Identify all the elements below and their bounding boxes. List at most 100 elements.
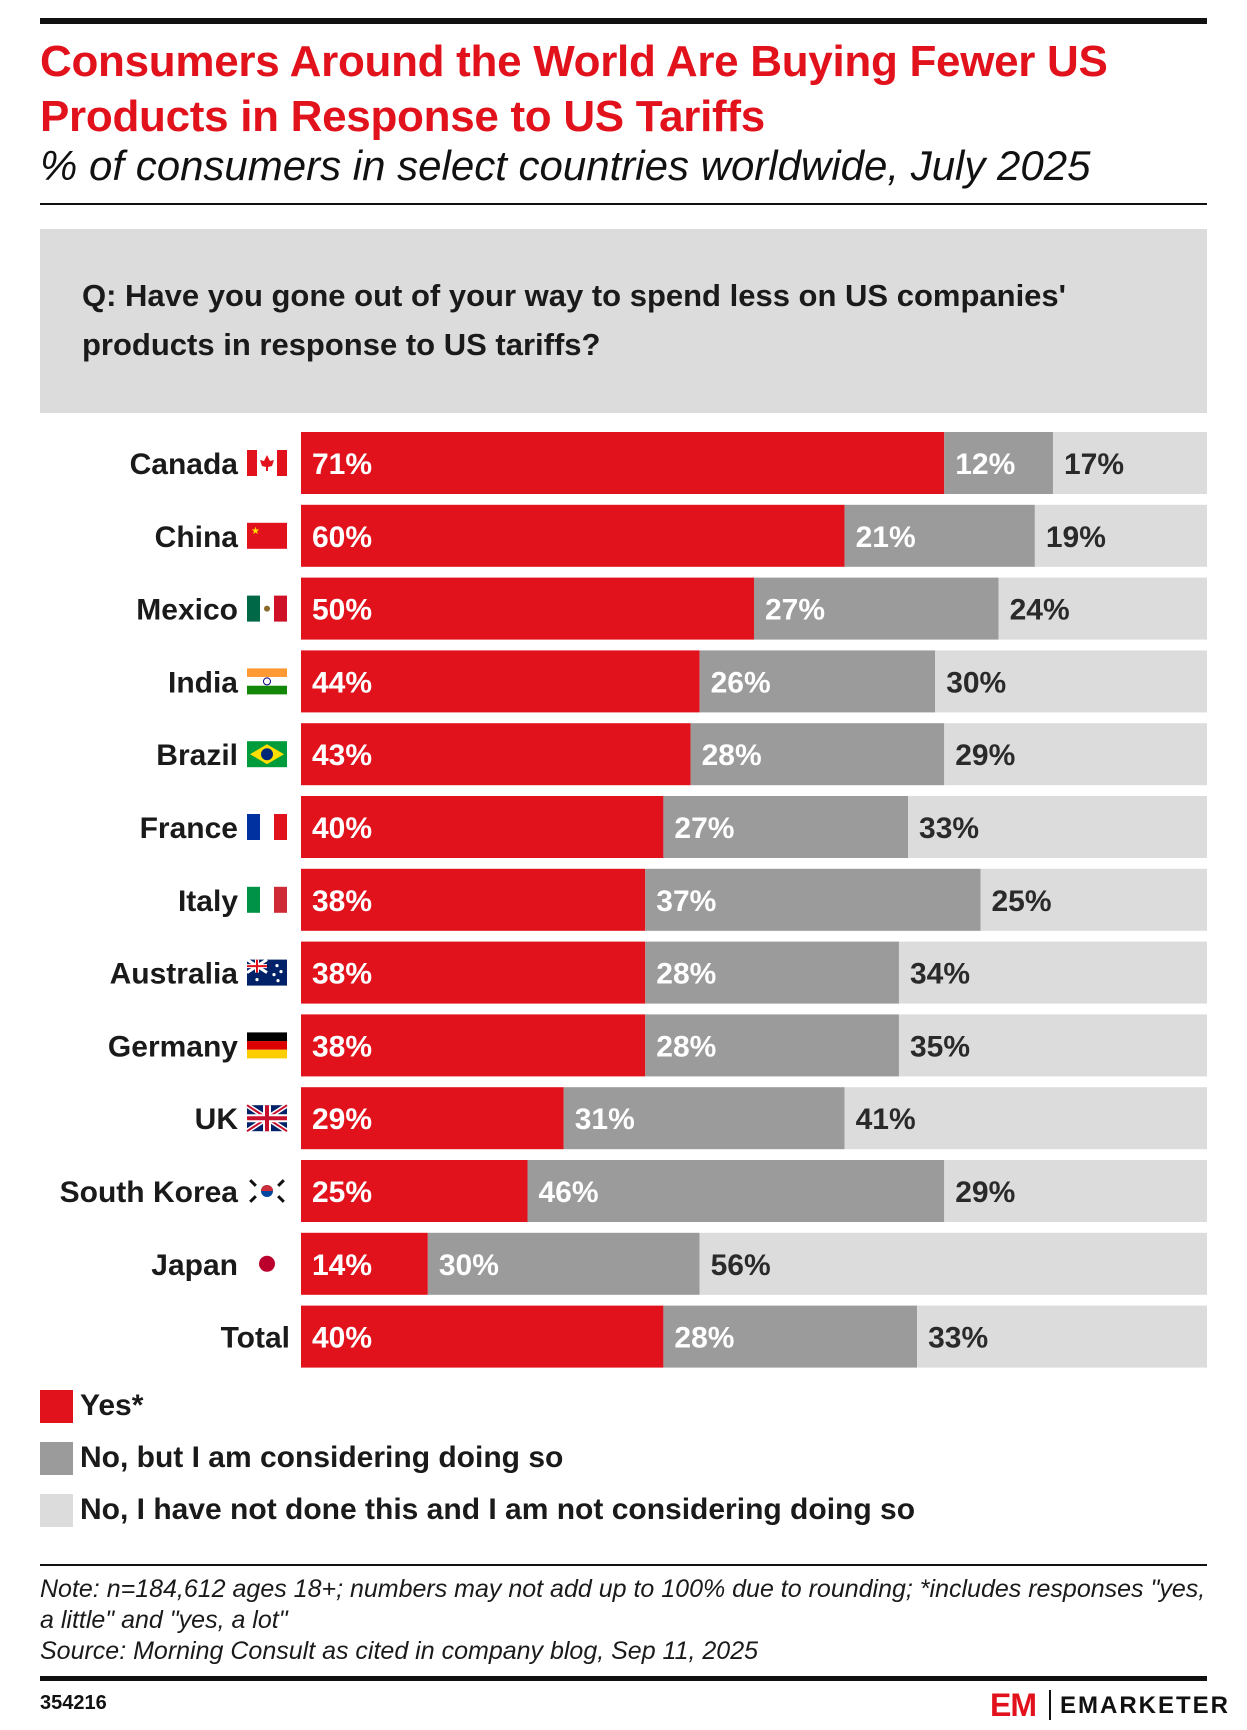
- footnote: Note: n=184,612 ages 18+; numbers may no…: [40, 1574, 1210, 1667]
- bar-row-india: India 44% 26% 30%: [168, 650, 1207, 713]
- bar-row-japan: Japan 14% 30% 56%: [151, 1232, 1207, 1295]
- data-label-yes-canada: 71%: [312, 448, 372, 481]
- south-korea-flag-icon: [247, 1178, 287, 1204]
- legend-label-not-considering: No, I have not done this and I am not co…: [80, 1493, 916, 1526]
- data-label-not-considering-germany: 35%: [910, 1030, 970, 1063]
- source-text: Source: Morning Consult as cited in comp…: [40, 1637, 759, 1665]
- bar-segment-yes-japan: [301, 1232, 428, 1295]
- bar-segment-considering-china: [844, 504, 1035, 567]
- bar-segment-yes-germany: [301, 1014, 646, 1077]
- data-label-not-considering-france: 33%: [919, 812, 979, 845]
- bar-segment-not-considering-canada: [1052, 432, 1207, 494]
- data-label-not-considering-india: 30%: [946, 666, 1006, 699]
- australia-flag-icon: [246, 958, 287, 986]
- bar-row-mexico: Mexico 50% 27% 24%: [136, 577, 1207, 640]
- category-label-china: China: [155, 521, 239, 554]
- chart-subtitle: % of consumers in select countries world…: [40, 142, 1091, 189]
- data-label-considering-australia: 28%: [656, 958, 716, 991]
- emarketer-logo: EM EMARKETER: [990, 1688, 1228, 1722]
- bar-row-france: France 40% 27% 33%: [140, 796, 1207, 858]
- data-label-not-considering-mexico: 24%: [1010, 594, 1070, 627]
- bar-segment-yes-italy: [301, 868, 646, 931]
- bar-segment-yes-india: [301, 650, 700, 713]
- bar-segment-not-considering-total: [917, 1305, 1207, 1368]
- bar-segment-not-considering-japan: [699, 1232, 1207, 1295]
- bar-segment-yes-australia: [301, 941, 646, 1004]
- china-flag-icon: ★: [247, 522, 287, 549]
- germany-flag-icon: [247, 1032, 287, 1059]
- data-label-yes-italy: 38%: [312, 885, 372, 918]
- bar-segment-considering-canada: [944, 432, 1053, 494]
- category-label-mexico: Mexico: [136, 594, 238, 627]
- bar-row-total: Total 40% 28% 33%: [221, 1305, 1207, 1368]
- bar-segment-yes-mexico: [301, 577, 754, 640]
- data-label-considering-uk: 31%: [575, 1103, 635, 1136]
- canada-flag-icon: [247, 450, 287, 476]
- data-label-yes-brazil: 43%: [312, 739, 372, 772]
- bar-segment-not-considering-china: [1034, 504, 1207, 567]
- question-box: Q: Have you gone out of your way to spen…: [40, 229, 1207, 413]
- mexico-flag-icon: [247, 595, 287, 622]
- data-label-yes-japan: 14%: [312, 1249, 372, 1282]
- note-text: Note: n=184,612 ages 18+; numbers may no…: [40, 1575, 1206, 1634]
- stacked-bar-chart: Canada 71% 12% 17% China ★ 60% 21% 19% Mexico 50% 2…: [60, 432, 1207, 1368]
- category-label-australia: Australia: [110, 958, 239, 991]
- bar-segment-considering-mexico: [754, 577, 999, 640]
- category-label-canada: Canada: [130, 448, 239, 481]
- data-label-not-considering-japan: 56%: [711, 1249, 771, 1282]
- bar-segment-considering-france: [663, 796, 909, 858]
- bar-segment-considering-australia: [645, 941, 899, 1004]
- data-label-not-considering-australia: 34%: [910, 958, 970, 991]
- data-label-considering-japan: 30%: [439, 1249, 499, 1282]
- france-flag-icon: [247, 814, 287, 840]
- chart-id: 354216: [40, 1692, 107, 1714]
- bar-segment-considering-south-korea: [527, 1160, 945, 1222]
- bar-segment-not-considering-uk: [844, 1087, 1207, 1150]
- bar-segment-not-considering-mexico: [998, 577, 1207, 640]
- data-label-yes-south-korea: 25%: [312, 1176, 372, 1209]
- bar-segment-yes-total: [301, 1305, 664, 1368]
- bottom-rule: [40, 1676, 1207, 1681]
- data-label-yes-germany: 38%: [312, 1030, 372, 1063]
- japan-flag-icon: [247, 1250, 287, 1277]
- bar-row-australia: Australia 38% 28% 34%: [110, 941, 1207, 1004]
- data-label-considering-canada: 12%: [955, 448, 1015, 481]
- data-label-considering-mexico: 27%: [765, 594, 825, 627]
- data-label-not-considering-total: 33%: [928, 1322, 988, 1355]
- bar-segment-not-considering-south-korea: [944, 1160, 1207, 1222]
- chart-title: Consumers Around the World Are Buying Fe…: [40, 37, 1108, 141]
- bar-segment-considering-brazil: [690, 723, 945, 786]
- bar-segment-considering-japan: [427, 1232, 700, 1295]
- logo-divider: [1049, 1690, 1051, 1720]
- note-rule: [40, 1564, 1207, 1566]
- bar-segment-yes-france: [301, 796, 664, 858]
- data-label-not-considering-brazil: 29%: [955, 739, 1015, 772]
- svg-text:★: ★: [251, 526, 260, 537]
- data-label-yes-mexico: 50%: [312, 594, 372, 627]
- bar-segment-not-considering-australia: [898, 941, 1207, 1004]
- bar-segment-not-considering-italy: [980, 868, 1207, 931]
- category-label-south-korea: South Korea: [60, 1176, 239, 1209]
- data-label-considering-france: 27%: [674, 812, 734, 845]
- category-label-germany: Germany: [108, 1030, 238, 1063]
- category-label-total: Total: [221, 1322, 290, 1355]
- bar-segment-yes-uk: [301, 1087, 564, 1150]
- legend-label-yes: Yes*: [80, 1389, 144, 1422]
- data-label-considering-brazil: 28%: [702, 739, 762, 772]
- data-label-considering-india: 26%: [711, 666, 771, 699]
- bar-segment-not-considering-brazil: [944, 723, 1207, 786]
- data-label-considering-germany: 28%: [656, 1030, 716, 1063]
- italy-flag-icon: [247, 886, 287, 913]
- category-label-italy: Italy: [178, 885, 238, 918]
- bar-segment-yes-canada: [301, 432, 945, 494]
- data-label-considering-italy: 37%: [656, 885, 716, 918]
- legend-swatch-yes: [40, 1390, 73, 1423]
- data-label-not-considering-uk: 41%: [856, 1103, 916, 1136]
- data-label-not-considering-canada: 17%: [1064, 448, 1124, 481]
- data-label-considering-china: 21%: [856, 521, 916, 554]
- data-label-yes-uk: 29%: [312, 1103, 372, 1136]
- bar-row-south-korea: South Korea 25% 46% 29%: [60, 1160, 1207, 1222]
- data-label-considering-total: 28%: [674, 1322, 734, 1355]
- bar-row-uk: UK 29% 31% 41%: [195, 1087, 1207, 1150]
- data-label-not-considering-south-korea: 29%: [955, 1176, 1015, 1209]
